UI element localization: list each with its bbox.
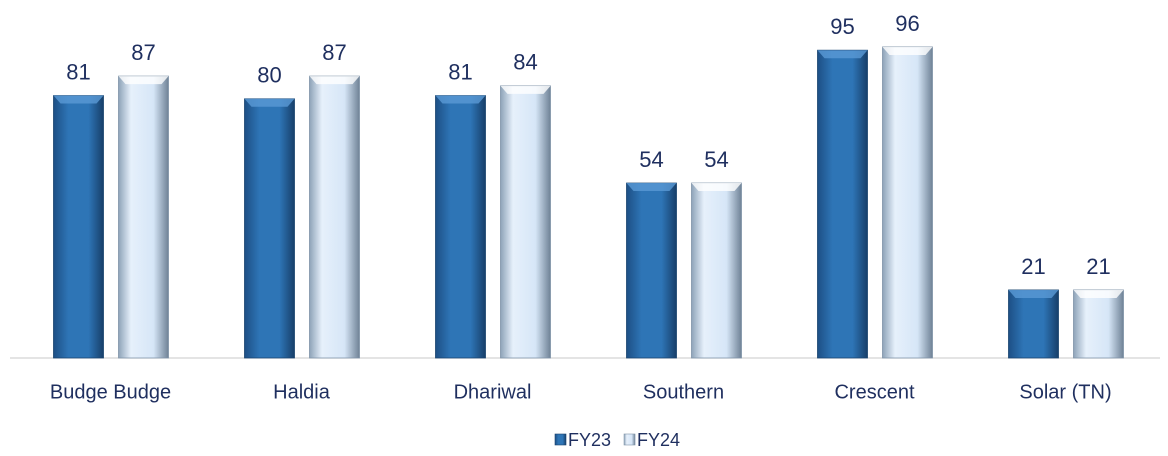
bar-bevel — [500, 85, 551, 94]
bar-bevel — [882, 46, 933, 55]
bar — [1008, 289, 1059, 359]
value-label: 96 — [895, 11, 919, 36]
bar-bevel — [691, 183, 742, 192]
bar — [435, 95, 486, 359]
bar-bevel — [435, 95, 486, 104]
bar-bevel — [817, 50, 868, 59]
x-tick-label: Budge Budge — [50, 381, 171, 403]
legend-label: FY23 — [568, 430, 611, 450]
value-label: 80 — [257, 63, 281, 88]
bar — [882, 46, 933, 359]
bar — [817, 49, 868, 359]
bar — [691, 182, 742, 359]
bar-bevel — [1008, 289, 1059, 298]
bar — [244, 98, 295, 359]
value-label: 84 — [513, 50, 537, 75]
value-label: 54 — [639, 147, 663, 172]
value-label: 87 — [322, 40, 346, 65]
bar-bevel — [244, 98, 295, 107]
value-label: 87 — [131, 40, 155, 65]
legend-swatch — [623, 433, 636, 446]
bar — [626, 182, 677, 359]
bar — [1073, 289, 1124, 359]
bar — [500, 85, 551, 359]
bar-bevel — [53, 95, 104, 104]
bar-bevel — [1073, 289, 1124, 298]
bar — [118, 75, 169, 359]
bar-bevel — [309, 76, 360, 85]
value-label: 95 — [830, 14, 854, 39]
value-label: 21 — [1021, 254, 1045, 279]
x-tick-label: Crescent — [834, 381, 914, 403]
legend-label: FY24 — [637, 430, 680, 450]
bar — [309, 75, 360, 359]
x-tick-label: Haldia — [273, 381, 331, 403]
value-label: 81 — [66, 59, 90, 84]
x-tick-label: Southern — [643, 381, 724, 403]
value-label: 81 — [448, 59, 472, 84]
x-tick-label: Dhariwal — [454, 381, 532, 403]
value-label: 54 — [704, 147, 728, 172]
bar — [53, 95, 104, 359]
bar-bevel — [118, 76, 169, 85]
value-label: 21 — [1086, 254, 1110, 279]
legend-swatch — [554, 433, 567, 446]
bar-bevel — [626, 183, 677, 192]
x-tick-label: Solar (TN) — [1019, 381, 1111, 403]
